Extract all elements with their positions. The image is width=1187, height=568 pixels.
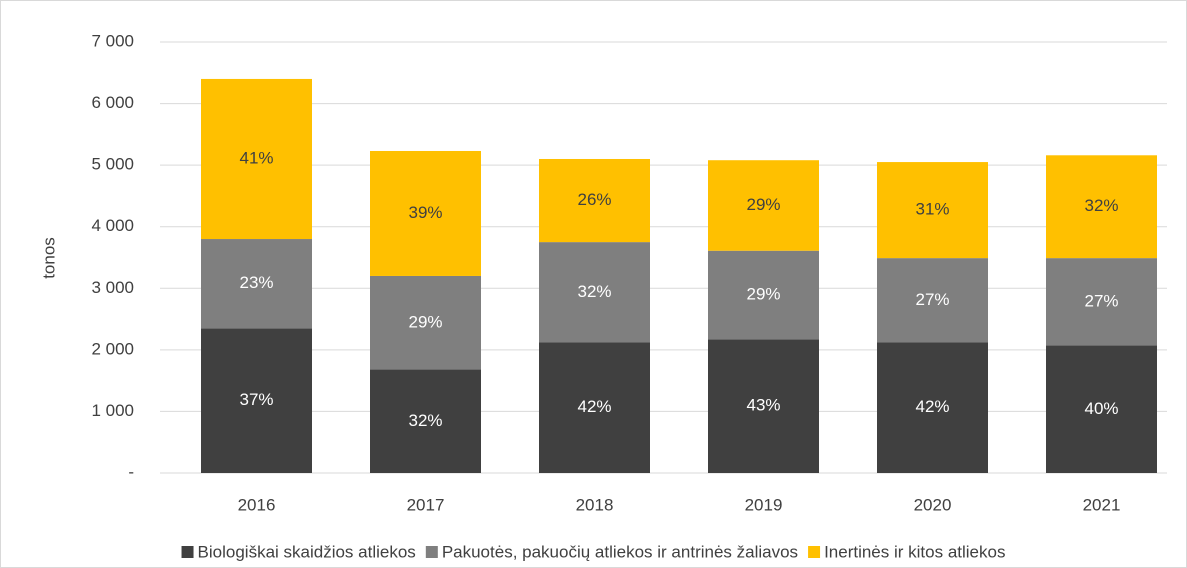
bar-segment bbox=[201, 328, 312, 473]
x-tick-label: 2019 bbox=[745, 495, 783, 514]
legend-swatch bbox=[808, 546, 821, 558]
data-label: 27% bbox=[915, 290, 949, 309]
y-tick-label: 6 000 bbox=[91, 93, 134, 112]
data-label: 23% bbox=[239, 273, 273, 292]
bar-segment bbox=[1046, 258, 1157, 346]
data-label: 29% bbox=[746, 195, 780, 214]
x-tick-label: 2020 bbox=[914, 495, 952, 514]
y-tick-label: 1 000 bbox=[91, 401, 134, 420]
y-tick-label: 2 000 bbox=[91, 339, 134, 358]
data-label: 29% bbox=[746, 285, 780, 304]
x-tick-label: 2021 bbox=[1083, 495, 1121, 514]
data-label: 37% bbox=[239, 390, 273, 409]
data-label: 32% bbox=[577, 282, 611, 301]
y-axis-label: tonos bbox=[39, 237, 58, 279]
bar-segment bbox=[539, 342, 650, 473]
bar-segment bbox=[877, 162, 988, 259]
bar-segment bbox=[539, 158, 650, 243]
bar-segment bbox=[877, 258, 988, 343]
bar-segment bbox=[539, 242, 650, 343]
data-label: 32% bbox=[408, 411, 442, 430]
bar-segment bbox=[370, 369, 481, 473]
x-tick-label: 2018 bbox=[576, 495, 614, 514]
bar-segment bbox=[708, 339, 819, 473]
y-tick-label: 3 000 bbox=[91, 278, 134, 297]
bar-segment bbox=[370, 150, 481, 276]
data-label: 26% bbox=[577, 190, 611, 209]
bar-segment bbox=[201, 78, 312, 240]
bar-segment bbox=[201, 239, 312, 329]
data-label: 41% bbox=[239, 148, 273, 167]
legend-label: Inertinės ir kitos atliekos bbox=[824, 542, 1005, 561]
data-label: 40% bbox=[1084, 399, 1118, 418]
data-label: 39% bbox=[408, 203, 442, 222]
y-tick-label: 4 000 bbox=[91, 216, 134, 235]
y-tick-label: 5 000 bbox=[91, 155, 134, 174]
data-label: 29% bbox=[408, 312, 442, 331]
y-tick-label: - bbox=[128, 462, 134, 481]
bar-segment bbox=[708, 160, 819, 251]
data-label: 31% bbox=[915, 200, 949, 219]
bar-segment bbox=[1046, 345, 1157, 473]
legend-swatch bbox=[425, 546, 438, 558]
bar-segment bbox=[370, 275, 481, 370]
y-tick-label: 7 000 bbox=[91, 31, 134, 50]
bar-segment bbox=[1046, 155, 1157, 259]
x-tick-label: 2016 bbox=[238, 495, 276, 514]
data-label: 27% bbox=[1084, 291, 1118, 310]
bar-segment bbox=[708, 250, 819, 340]
x-tick-label: 2017 bbox=[407, 495, 445, 514]
legend-label: Biologiškai skaidžios atliekos bbox=[198, 542, 416, 561]
data-label: 32% bbox=[1084, 196, 1118, 215]
data-label: 42% bbox=[915, 397, 949, 416]
legend-swatch bbox=[181, 546, 194, 558]
legend-label: Pakuotės, pakuočių atliekos ir antrinės … bbox=[442, 542, 798, 561]
data-label: 43% bbox=[746, 396, 780, 415]
data-label: 42% bbox=[577, 397, 611, 416]
bar-segment bbox=[877, 342, 988, 473]
